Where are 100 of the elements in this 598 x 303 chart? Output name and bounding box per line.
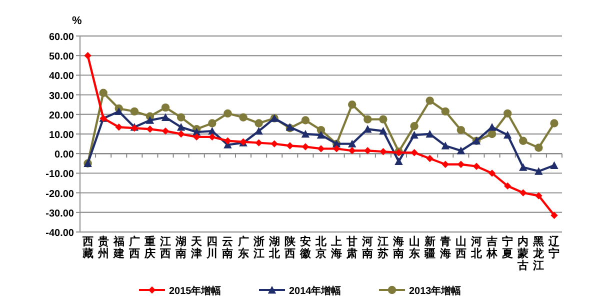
x-tick-label: 山西 bbox=[454, 235, 466, 260]
point bbox=[441, 107, 450, 116]
point bbox=[301, 130, 310, 138]
y-tick-label: 20.00 bbox=[48, 110, 74, 122]
point bbox=[84, 52, 92, 60]
x-tick-label: 浙江 bbox=[252, 235, 264, 260]
y-tick-label: 60.00 bbox=[48, 32, 74, 43]
point bbox=[456, 126, 466, 134]
point bbox=[550, 161, 558, 169]
point bbox=[161, 113, 170, 121]
x-tick-label: 江苏 bbox=[376, 235, 389, 260]
x-tick-label: 湖南 bbox=[174, 235, 187, 260]
point bbox=[286, 142, 294, 150]
x-tick-label: 陕西 bbox=[283, 235, 296, 260]
x-tick-label: 河南 bbox=[361, 235, 374, 260]
point bbox=[364, 115, 372, 124]
point bbox=[379, 126, 388, 135]
x-tick-label: 宁夏 bbox=[501, 235, 514, 260]
x-tick-label: 西藏 bbox=[81, 236, 94, 260]
point bbox=[380, 148, 387, 156]
x-tick-label: 安徽 bbox=[298, 235, 312, 260]
point bbox=[520, 189, 527, 196]
point bbox=[456, 146, 466, 154]
x-tick-label: 四川 bbox=[206, 236, 218, 260]
x-tick-label: 云南 bbox=[221, 236, 234, 260]
point bbox=[114, 107, 123, 116]
x-tick-label: 辽宁 bbox=[548, 235, 561, 260]
x-tick-label: 河北 bbox=[470, 235, 483, 260]
x-tick-label: 广东 bbox=[236, 235, 249, 260]
x-tick-label: 山东 bbox=[408, 235, 420, 260]
x-tick-label: 福建 bbox=[112, 235, 124, 260]
point bbox=[130, 107, 139, 116]
legend-label: 2015年增幅 bbox=[169, 285, 222, 297]
point bbox=[115, 124, 122, 131]
point bbox=[519, 163, 528, 171]
point bbox=[534, 167, 543, 175]
x-tick-label: 海南 bbox=[392, 235, 404, 260]
point bbox=[488, 130, 496, 138]
x-tick-label: 内蒙古 bbox=[516, 235, 529, 272]
point bbox=[457, 160, 465, 168]
point bbox=[146, 126, 154, 133]
point bbox=[441, 142, 450, 150]
point bbox=[99, 88, 108, 97]
point bbox=[426, 154, 434, 162]
y-tick-label: -30.00 bbox=[46, 208, 74, 220]
y-tick-label: 40.00 bbox=[48, 71, 74, 82]
point bbox=[224, 109, 232, 118]
y-tick-label: 10.00 bbox=[48, 130, 74, 141]
point bbox=[503, 130, 512, 139]
point bbox=[379, 115, 388, 124]
y-tick-label: -20.00 bbox=[46, 188, 74, 200]
point bbox=[348, 100, 356, 109]
y-axis-title: % bbox=[72, 15, 82, 27]
point bbox=[503, 109, 512, 118]
point bbox=[208, 119, 216, 128]
point bbox=[504, 182, 512, 190]
point bbox=[177, 130, 185, 138]
point bbox=[162, 127, 170, 135]
point bbox=[224, 137, 232, 144]
y-tick-label: 0.00 bbox=[54, 150, 74, 161]
point bbox=[316, 130, 326, 139]
point bbox=[410, 122, 418, 130]
y-tick-label: -40.00 bbox=[46, 228, 74, 239]
point bbox=[255, 139, 262, 146]
x-tick-label: 江西 bbox=[159, 235, 172, 260]
point bbox=[442, 160, 449, 168]
point bbox=[348, 147, 356, 154]
point bbox=[550, 212, 558, 219]
point bbox=[364, 147, 372, 154]
point bbox=[254, 126, 263, 135]
point bbox=[519, 136, 528, 145]
x-tick-label: 青海 bbox=[438, 235, 451, 260]
point bbox=[239, 113, 248, 122]
point bbox=[270, 140, 278, 148]
point bbox=[348, 140, 356, 148]
legend-label: 2014年增幅 bbox=[289, 285, 342, 297]
x-tick-label: 黑龙江 bbox=[532, 236, 546, 272]
point bbox=[176, 113, 186, 122]
x-tick-label: 上海 bbox=[330, 235, 342, 260]
x-tick-label: 新疆 bbox=[423, 235, 436, 260]
point bbox=[550, 119, 558, 128]
x-tick-label: 湖北 bbox=[268, 235, 281, 260]
point bbox=[146, 116, 154, 124]
point bbox=[254, 119, 263, 128]
x-tick-label: 重庆 bbox=[143, 235, 156, 260]
x-tick-label: 吉林 bbox=[486, 235, 499, 260]
x-tick-label: 贵州 bbox=[96, 235, 109, 260]
legend-label: 2013年增幅 bbox=[409, 285, 462, 297]
point bbox=[302, 143, 310, 150]
point bbox=[208, 133, 216, 141]
point bbox=[193, 133, 200, 141]
point bbox=[176, 123, 186, 131]
point bbox=[426, 130, 434, 138]
point bbox=[535, 192, 542, 200]
point bbox=[410, 130, 418, 139]
point bbox=[301, 116, 310, 124]
point bbox=[208, 126, 216, 135]
point bbox=[472, 162, 480, 170]
y-tick-label: -10.00 bbox=[46, 169, 74, 180]
point bbox=[394, 157, 403, 166]
